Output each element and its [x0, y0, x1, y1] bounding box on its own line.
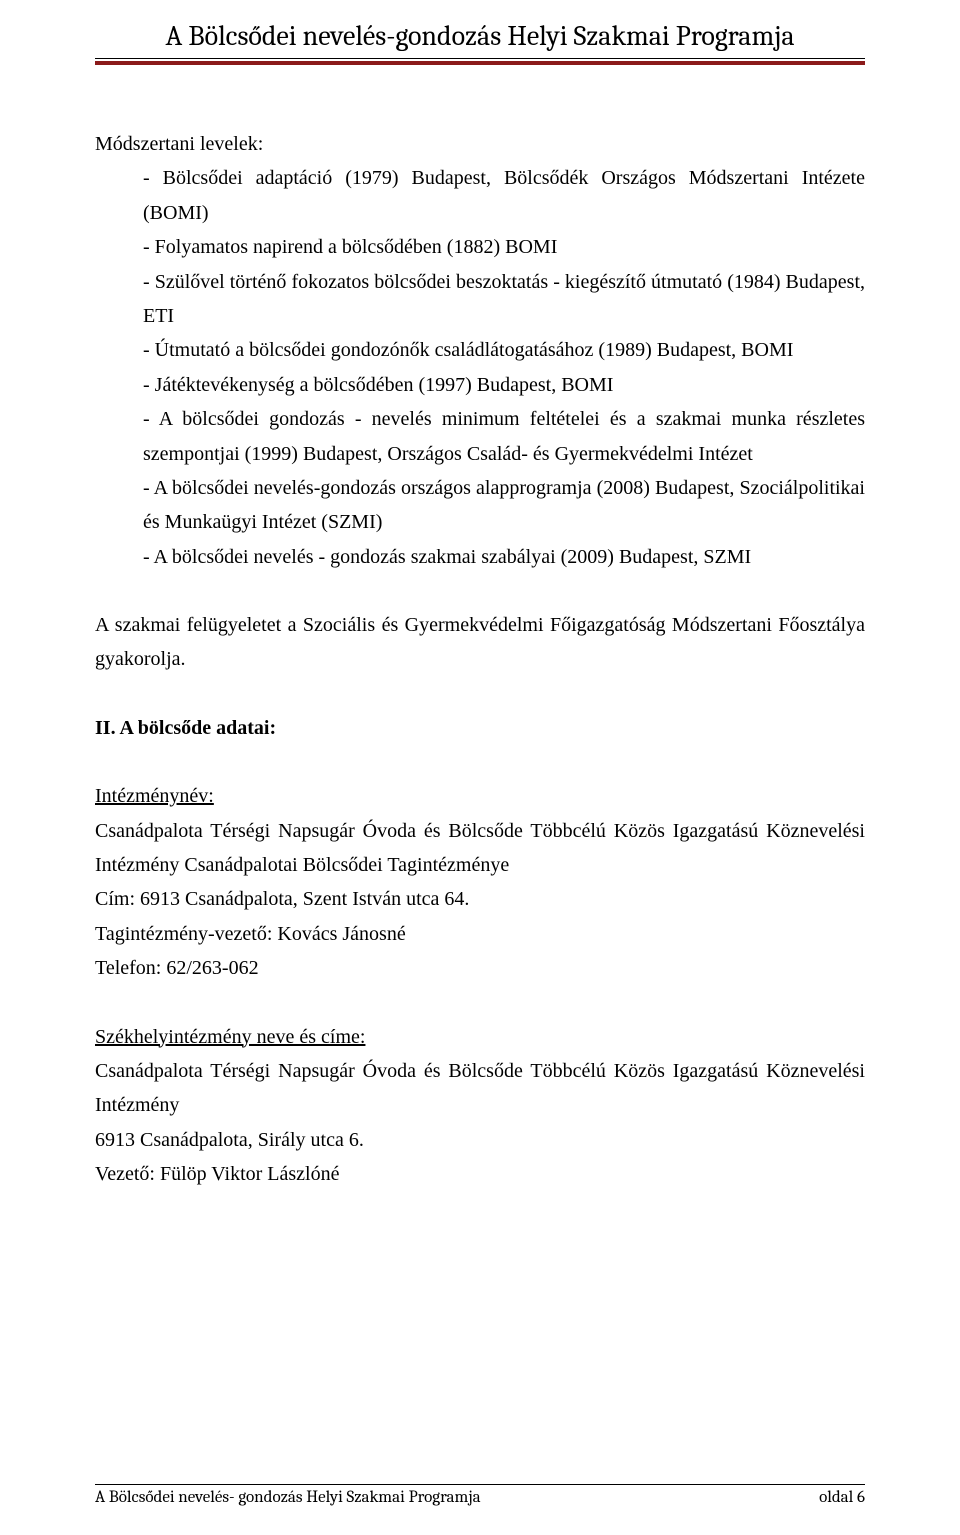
list-item: - Játéktevékenység a bölcsődében (1997) … [143, 368, 865, 402]
section1-intro: Módszertani levelek: [95, 127, 865, 161]
footer-rule [95, 1484, 865, 1485]
institution-name: Csanádpalota Térségi Napsugár Óvoda és B… [95, 814, 865, 883]
section2-heading: II. A bölcsőde adatai: [95, 711, 865, 745]
list-item: - Folyamatos napirend a bölcsődében (188… [143, 230, 865, 264]
footer-page-number: oldal 6 [819, 1488, 865, 1507]
institution-label: Intézménynév: [95, 779, 865, 813]
institution-address: Cím: 6913 Csanádpalota, Szent István utc… [95, 882, 865, 916]
institution-leader: Tagintézmény-vezető: Kovács Jánosné [95, 917, 865, 951]
list-item: - Szülővel történő fokozatos bölcsődei b… [143, 265, 865, 334]
paragraph-supervision: A szakmai felügyeletet a Szociális és Gy… [95, 608, 865, 677]
headquarters-label: Székhelyintézmény neve és címe: [95, 1020, 865, 1054]
header-rule-top [95, 58, 865, 65]
page-header-title: A Bölcsődei nevelés-gondozás Helyi Szakm… [95, 0, 865, 58]
list-item: - A bölcsődei nevelés-gondozás országos … [143, 471, 865, 540]
header-rule-accent [95, 61, 865, 65]
list-item: - Útmutató a bölcsődei gondozónők család… [143, 333, 865, 367]
headquarters-address: 6913 Csanádpalota, Sirály utca 6. [95, 1123, 865, 1157]
headquarters-name: Csanádpalota Térségi Napsugár Óvoda és B… [95, 1054, 865, 1123]
section1-list: - Bölcsődei adaptáció (1979) Budapest, B… [95, 161, 865, 574]
list-item: - Bölcsődei adaptáció (1979) Budapest, B… [143, 161, 865, 230]
document-body: Módszertani levelek: - Bölcsődei adaptác… [95, 127, 865, 1192]
list-item: - A bölcsődei nevelés - gondozás szakmai… [143, 540, 865, 574]
page-footer: A Bölcsődei nevelés- gondozás Helyi Szak… [95, 1484, 865, 1507]
footer-left-text: A Bölcsődei nevelés- gondozás Helyi Szak… [95, 1488, 481, 1507]
institution-phone: Telefon: 62/263-062 [95, 951, 865, 985]
headquarters-leader: Vezető: Fülöp Viktor Lászlóné [95, 1157, 865, 1191]
list-item: - A bölcsődei gondozás - nevelés minimum… [143, 402, 865, 471]
